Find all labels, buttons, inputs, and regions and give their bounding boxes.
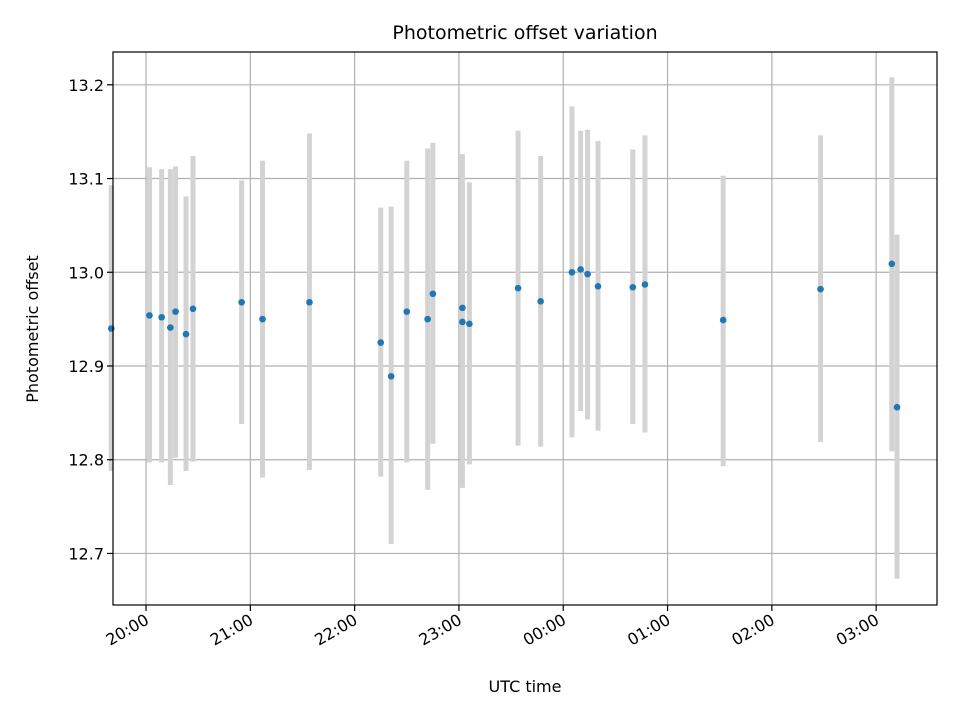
- data-point: [629, 283, 637, 291]
- data-point: [189, 305, 197, 313]
- data-point: [568, 268, 576, 276]
- data-point: [172, 308, 179, 315]
- plot-frame: [112, 51, 938, 606]
- y-tick-label: 12.8: [68, 451, 104, 470]
- y-tick-label: 12.9: [68, 357, 104, 376]
- data-point: [387, 373, 395, 380]
- data-point: [306, 298, 313, 306]
- x-gridlines: [145, 52, 877, 605]
- data-point: [594, 283, 602, 290]
- y-tick-label: 13.2: [68, 76, 104, 95]
- data-point: [429, 290, 437, 298]
- data-point: [888, 260, 896, 268]
- data-point: [403, 308, 411, 315]
- data-point: [377, 339, 385, 346]
- data-point: [577, 266, 584, 273]
- chart-title: Photometric offset variation: [392, 22, 657, 44]
- data-point: [514, 284, 522, 292]
- data-point: [584, 270, 591, 278]
- data-point: [146, 312, 153, 319]
- data-point: [158, 313, 165, 321]
- y-gridlines: [113, 84, 937, 555]
- data-point: [459, 304, 466, 312]
- y-tick-label: 12.7: [68, 544, 104, 563]
- data-point: [537, 298, 544, 305]
- y-tick-label: 13.0: [68, 263, 104, 282]
- y-axis-label: Photometric offset: [23, 255, 42, 403]
- data-point: [182, 330, 190, 338]
- data-point: [259, 315, 266, 323]
- data-point: [719, 316, 727, 324]
- y-tick-label: 13.1: [68, 170, 104, 189]
- data-point: [238, 298, 245, 306]
- x-axis-label: UTC time: [489, 677, 562, 696]
- y-axis-ticks: 12.7 12.8 12.9 13.0 13.1 13.2: [68, 76, 113, 563]
- data-point: [424, 315, 431, 323]
- data-point: [167, 324, 174, 331]
- data-point: [817, 285, 824, 293]
- data-point: [466, 320, 473, 328]
- data-point: [459, 318, 466, 326]
- data-point: [641, 281, 649, 288]
- data-point: [893, 403, 901, 411]
